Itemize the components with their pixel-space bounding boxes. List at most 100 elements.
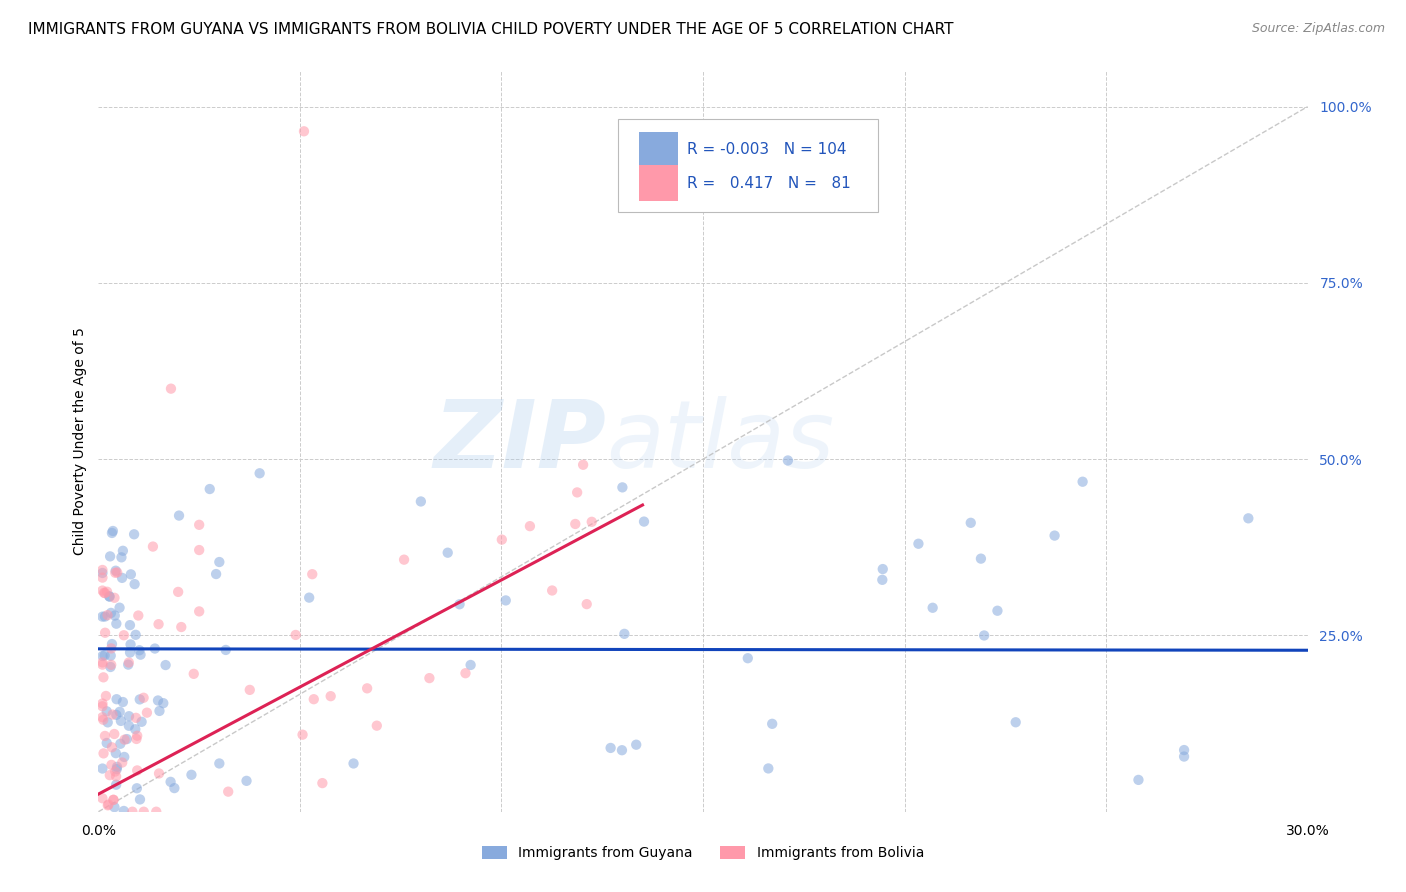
Point (519, 519, 541, 533)
Point (104, 566, 127, 580)
Point (198, 482, 221, 496)
Point (94, 625, 117, 640)
Point (418, 671, 440, 685)
Point (91, 710, 114, 724)
Point (124, 723, 146, 737)
Point (91, 697, 114, 711)
Point (872, 562, 894, 576)
Point (98, 549, 121, 564)
Point (167, 585, 190, 599)
Point (110, 550, 132, 565)
Point (94, 689, 117, 703)
Point (91, 791, 114, 805)
Point (167, 508, 190, 523)
Point (91, 657, 114, 672)
Point (104, 764, 127, 779)
Point (128, 643, 150, 657)
Point (112, 628, 135, 642)
Point (118, 618, 141, 632)
Point (105, 762, 128, 776)
Point (110, 737, 132, 751)
Point (100, 757, 122, 772)
Point (93, 747, 115, 761)
Point (217, 784, 239, 798)
Point (436, 546, 458, 560)
Point (118, 709, 141, 723)
Text: Source: ZipAtlas.com: Source: ZipAtlas.com (1251, 22, 1385, 36)
Point (565, 485, 588, 500)
Point (581, 515, 603, 529)
Point (101, 740, 124, 755)
Point (98, 590, 121, 604)
Point (564, 516, 586, 531)
Text: atlas: atlas (606, 396, 835, 487)
Point (215, 643, 238, 657)
Point (319, 689, 342, 703)
Point (756, 761, 779, 775)
Point (180, 768, 202, 782)
Point (93, 648, 115, 663)
Point (105, 760, 128, 774)
Point (97, 798, 120, 813)
Point (91, 583, 114, 598)
Point (146, 693, 169, 707)
Point (91, 713, 114, 727)
Point (104, 746, 127, 760)
Point (111, 695, 134, 709)
Point (98, 768, 121, 782)
Point (93, 586, 115, 600)
Point (96, 704, 118, 718)
Point (96, 608, 118, 623)
Text: R =   0.417   N =   81: R = 0.417 N = 81 (688, 176, 851, 191)
Point (105, 692, 128, 706)
Point (613, 627, 636, 641)
Point (148, 766, 170, 780)
Point (145, 805, 167, 819)
Point (121, 805, 143, 819)
Point (125, 781, 148, 796)
Point (143, 641, 166, 656)
Point (91, 609, 114, 624)
Point (159, 775, 181, 789)
Point (103, 591, 125, 605)
Point (1043, 528, 1066, 542)
Point (125, 731, 148, 746)
Point (108, 600, 131, 615)
Point (100, 606, 122, 620)
Point (93, 670, 115, 684)
Point (96, 584, 118, 599)
Point (301, 567, 323, 582)
FancyBboxPatch shape (638, 165, 678, 201)
Point (366, 719, 388, 733)
Point (91, 571, 114, 585)
Point (117, 657, 139, 672)
Point (572, 458, 595, 472)
Point (183, 666, 205, 681)
Point (127, 608, 149, 623)
Point (112, 750, 135, 764)
Point (98, 590, 121, 604)
Point (114, 732, 136, 747)
Point (409, 494, 432, 508)
Point (148, 704, 170, 718)
Point (973, 628, 995, 642)
Point (96, 736, 118, 750)
Point (292, 124, 315, 138)
Point (208, 555, 231, 569)
Point (124, 577, 146, 591)
Point (454, 666, 477, 681)
Point (599, 740, 621, 755)
Point (101, 637, 124, 651)
Point (118, 646, 141, 660)
Point (970, 551, 993, 566)
Point (776, 453, 799, 467)
Point (110, 714, 132, 728)
Point (342, 756, 364, 771)
Point (97, 797, 120, 812)
Point (101, 707, 124, 722)
Y-axis label: Child Poverty Under the Age of 5: Child Poverty Under the Age of 5 (73, 327, 87, 556)
Point (160, 382, 183, 396)
Point (1071, 475, 1094, 489)
Point (94, 609, 117, 624)
Point (235, 773, 257, 788)
